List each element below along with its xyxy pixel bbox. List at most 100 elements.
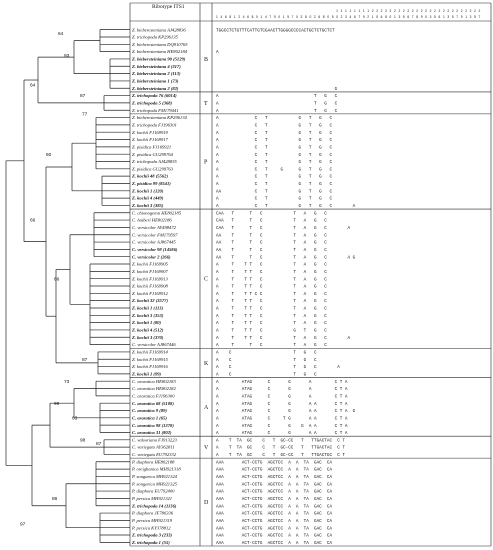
taxon-label: Z. kochii 4 (449) bbox=[131, 196, 164, 201]
position-number: 0 bbox=[278, 15, 280, 19]
sequence-row: A T TA GC C T GC-CC T TTGACTAC C T bbox=[216, 438, 345, 443]
sequence-row: A bbox=[216, 50, 219, 55]
sequence-row: AAA ACT-CCTG AGCTCC A A TA GAC CA bbox=[216, 526, 332, 531]
position-number-top: 2 bbox=[439, 9, 441, 13]
position-number: 4 bbox=[220, 15, 222, 19]
taxon-label: C. versicolor AJ867446 bbox=[132, 342, 176, 347]
table-rules bbox=[129, 2, 492, 547]
position-number-top: 2 bbox=[461, 9, 463, 13]
sequence-row: A C T G T G C bbox=[216, 138, 332, 143]
position-number: 3 bbox=[430, 15, 432, 19]
taxon-label: Z. biebersteiniana 1 (73) bbox=[131, 79, 179, 84]
position-number: 3 bbox=[447, 15, 449, 19]
taxon-label: P. songarica MH921325 bbox=[131, 481, 178, 486]
sequence-row: AAA ACT-CCTG AGCTCC A A TA GAC CA bbox=[216, 468, 332, 473]
position-number: 7 bbox=[456, 15, 458, 19]
sequence-row: A T T T C C T A G C bbox=[216, 292, 327, 297]
sequence-row: A T T T C T A G C A bbox=[216, 336, 351, 341]
sequence-row: G bbox=[216, 87, 338, 92]
taxon-label: C. versicolor 2 (266) bbox=[132, 254, 171, 259]
bootstrap-value: 97 bbox=[20, 522, 26, 528]
position-number: 0 bbox=[336, 15, 338, 19]
taxon-label: Z. kochii 1 (120) bbox=[131, 188, 164, 193]
sequence-row: A C T G G T G C bbox=[216, 167, 332, 172]
taxon-label: Z. biebersteiniana 2 (113) bbox=[131, 71, 181, 76]
position-number: 0 bbox=[425, 15, 427, 19]
position-number-top: 2 bbox=[398, 9, 400, 13]
bootstrap-value: 99 bbox=[54, 401, 60, 407]
group-letter: D bbox=[204, 500, 209, 506]
taxon-label: Z. kochii 48 (5562) bbox=[131, 174, 168, 179]
taxon-label: Z. pisidica GU299763 bbox=[132, 166, 174, 171]
sequence-row: AAA ACT-CCTG AGCTCC A A TA GAC CA bbox=[216, 534, 332, 539]
position-number: 0 bbox=[256, 15, 258, 19]
position-number: 3 bbox=[470, 15, 472, 19]
bootstrap-value: 86 bbox=[52, 496, 58, 502]
position-number-top: 2 bbox=[390, 9, 392, 13]
position-number-top: 2 bbox=[394, 9, 396, 13]
taxon-label: Z. kochii FJ169915 bbox=[132, 357, 169, 362]
position-number: 6 bbox=[225, 15, 227, 19]
position-number: 5 bbox=[474, 15, 476, 19]
position-number: 1 bbox=[372, 15, 374, 19]
taxon-label: Z. pisidica FJ169921 bbox=[132, 144, 171, 149]
taxon-label: C. chionogeton HE802185 bbox=[132, 210, 182, 215]
position-number: 5 bbox=[287, 15, 289, 19]
taxon-label: Z. bieberesteniana DQ910765 bbox=[132, 42, 188, 47]
sequence-row: A ATAG C G A A C T A G bbox=[216, 409, 356, 414]
position-number-top: 2 bbox=[452, 9, 454, 13]
position-number: 1 bbox=[394, 15, 396, 19]
position-number: 5 bbox=[332, 15, 334, 19]
position-number: 0 bbox=[390, 15, 392, 19]
taxon-label: Z. kochii FJ169917 bbox=[132, 137, 169, 142]
sequence-row: AAA ACT-CCTG AGCTCC A A TA GAC CA bbox=[216, 504, 332, 509]
taxon-label: Z. kochii 1 (80) bbox=[131, 320, 162, 325]
taxon-label: Z. kochii FJ169908 bbox=[132, 284, 169, 289]
taxon-label: Z. kochii 4 (512) bbox=[131, 328, 164, 333]
position-number: 2 bbox=[314, 15, 316, 19]
sequence-row: A C T G T G C A bbox=[216, 204, 356, 209]
position-number: 8 bbox=[385, 15, 387, 19]
taxon-label: P. diaphora HE802188 bbox=[131, 459, 175, 464]
position-number: 2 bbox=[341, 15, 343, 19]
position-numbers: 1 4 6 8 1 2 4 6 8 0 1 4 7 9 0 1 5 7 0 3 8 0 2 6 8 0 51012131416171… bbox=[216, 9, 481, 19]
taxon-label: C. valsoriana FJ913223 bbox=[132, 437, 177, 442]
bootstrap-value: 64 bbox=[58, 31, 64, 37]
position-number: 6 bbox=[439, 15, 441, 19]
sequence-row: A C T G T G C bbox=[216, 160, 332, 165]
position-number-top: 1 bbox=[341, 9, 343, 13]
sequence-row: AAA ACT-CCTG AGCTCC A A TA GAC CA bbox=[216, 497, 332, 502]
sequence-row: A C T G T G C bbox=[216, 131, 332, 136]
taxon-label: C. araratica HE802183 bbox=[132, 379, 176, 384]
position-number-top: 2 bbox=[456, 9, 458, 13]
taxon-label: Z. biebersteiniana 90 (5129) bbox=[131, 57, 186, 62]
group-letter: B bbox=[204, 57, 208, 63]
position-number-top: 2 bbox=[470, 9, 472, 13]
taxon-label: C. araratica 31 (802) bbox=[132, 430, 172, 435]
sequence-row: A T T T C T A G C bbox=[216, 270, 327, 275]
taxon-label: C. variegata AY362811 bbox=[132, 445, 175, 450]
position-number: 5 bbox=[434, 15, 436, 19]
sequence-row: A T T T C G T G C bbox=[216, 329, 327, 334]
position-number-top: 2 bbox=[443, 9, 445, 13]
bootstrap-value: 66 bbox=[30, 218, 36, 224]
group-letter: A bbox=[204, 405, 209, 411]
position-number: 8 bbox=[229, 15, 231, 19]
taxon-label: C. araratica 68 (5108) bbox=[132, 401, 174, 406]
taxon-label: C. araratica HE802182 bbox=[132, 386, 176, 391]
position-number: 7 bbox=[412, 15, 414, 19]
taxon-label: Z. trichopoda 1 (55) bbox=[131, 540, 170, 545]
position-number: 6 bbox=[381, 15, 383, 19]
taxon-label: C. versicolor AY498472 bbox=[132, 225, 177, 230]
sequence-row: CAA T T C T A G C bbox=[216, 211, 327, 216]
position-number: 9 bbox=[363, 15, 365, 19]
sequence-row: A C T G T G C bbox=[216, 197, 332, 202]
taxon-label: C. variegata EU792332 bbox=[132, 452, 177, 457]
ribotype-groups: B T P C K A V D bbox=[130, 57, 491, 506]
sequence-row: CAA T T C T A G C A bbox=[216, 226, 351, 231]
bootstrap-value: 66 bbox=[54, 276, 60, 282]
sequence-row: A ATAG C T G A A C T A bbox=[216, 416, 348, 421]
sequence-row: A C T G T G C bbox=[216, 145, 332, 150]
taxon-label: Z. kochii 32 (3577) bbox=[131, 298, 168, 303]
